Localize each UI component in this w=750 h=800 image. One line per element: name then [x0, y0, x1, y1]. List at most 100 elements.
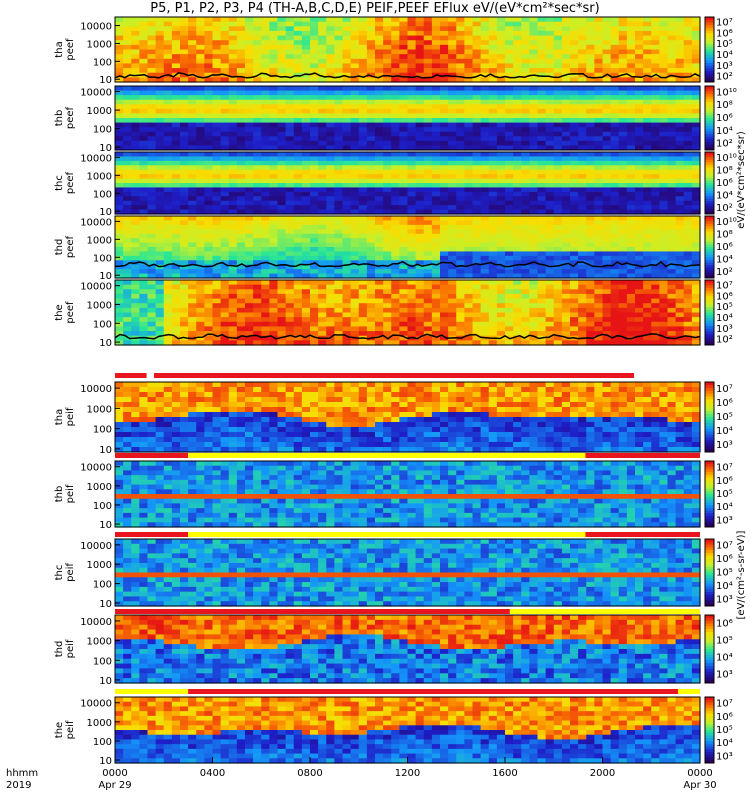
heatmap-cell [123, 118, 132, 123]
heatmap-cell [334, 269, 343, 274]
heatmap-cell [196, 86, 205, 91]
heatmap-cell [269, 234, 278, 239]
heatmap-cell [188, 104, 197, 109]
heatmap-cell [513, 205, 522, 210]
heatmap-cell [529, 256, 538, 261]
heatmap-cell [221, 183, 230, 188]
heatmap-cell [562, 196, 571, 201]
heatmap-cell [261, 109, 270, 114]
heatmap-cell [180, 127, 189, 132]
heatmap-cell [538, 100, 547, 105]
heatmap-cell [578, 136, 587, 141]
heatmap-cell [367, 132, 376, 137]
heatmap-cell [464, 50, 473, 55]
heatmap-cell [391, 104, 400, 109]
heatmap-cell [586, 251, 595, 256]
heatmap-cell [668, 225, 677, 230]
heatmap-cell [619, 136, 628, 141]
heatmap-cell [611, 31, 620, 36]
heatmap-cell [684, 260, 693, 265]
ylabel-line: thb [54, 110, 65, 127]
heatmap-cell [213, 308, 222, 313]
heatmap-cell [570, 50, 579, 55]
heatmap-cell [261, 187, 270, 192]
heatmap-cell [513, 192, 522, 197]
heatmap-cell [432, 322, 441, 327]
heatmap-cell [586, 238, 595, 243]
heatmap-cell [351, 322, 360, 327]
heatmap-cell [375, 243, 384, 248]
heatmap-cell [497, 280, 506, 285]
heatmap-cell [245, 196, 254, 201]
heatmap-cell [294, 161, 303, 166]
heatmap-cell [115, 113, 124, 118]
heatmap-cell [359, 152, 368, 157]
heatmap-cell [343, 294, 352, 299]
heatmap-cell [635, 59, 644, 64]
heatmap-cell [351, 59, 360, 64]
heatmap-cell [424, 205, 433, 210]
heatmap-cell [684, 50, 693, 55]
colorbar-tick-label: 10⁴ [716, 254, 733, 265]
heatmap-cell [424, 68, 433, 73]
heatmap-cell [351, 216, 360, 221]
heatmap-cell [473, 22, 482, 27]
heatmap-cell [481, 165, 490, 170]
heatmap-cell [131, 109, 140, 114]
heatmap-cell [148, 36, 157, 41]
heatmap-cell [253, 91, 262, 96]
heatmap-cell [424, 113, 433, 118]
heatmap-cell [229, 225, 238, 230]
heatmap-cell [164, 303, 173, 308]
heatmap-cell [123, 308, 132, 313]
heatmap-cell [294, 118, 303, 123]
heatmap-cell [245, 220, 254, 225]
heatmap-cell [692, 136, 701, 141]
heatmap-cell [229, 326, 238, 331]
heatmap-cell [318, 152, 327, 157]
heatmap-cell [253, 285, 262, 290]
heatmap-cell [229, 113, 238, 118]
heatmap-cell [489, 54, 498, 59]
colorbar-tick-label: 10⁶ [716, 28, 733, 39]
heatmap-cell [131, 229, 140, 234]
heatmap-cell [123, 109, 132, 114]
heatmap-cell [375, 104, 384, 109]
heatmap-cell [359, 265, 368, 270]
heatmap-cell [180, 238, 189, 243]
heatmap-cell [164, 17, 173, 22]
heatmap-cell [513, 251, 522, 256]
heatmap-cell [286, 161, 295, 166]
heatmap-cell [351, 234, 360, 239]
heatmap-cell [318, 313, 327, 318]
heatmap-cell [464, 201, 473, 206]
heatmap-cell [302, 95, 311, 100]
heatmap-cell [351, 123, 360, 128]
heatmap-cell [245, 294, 254, 299]
heatmap-cell [351, 118, 360, 123]
heatmap-cell [326, 45, 335, 50]
heatmap-cell [204, 313, 213, 318]
heatmap-cell [497, 170, 506, 175]
heatmap-cell [383, 243, 392, 248]
heatmap-cell [676, 243, 685, 248]
heatmap-cell [659, 45, 668, 50]
heatmap-cell [554, 326, 563, 331]
ylabel-line: peef [65, 106, 76, 129]
heatmap-cell [408, 91, 417, 96]
panel-ylabel: thcpeef [54, 171, 76, 194]
heatmap-cell [375, 170, 384, 175]
heatmap-cell [351, 269, 360, 274]
heatmap-cell [302, 313, 311, 318]
heatmap-cell [237, 59, 246, 64]
heatmap-cell [213, 256, 222, 261]
heatmap-cell [310, 294, 319, 299]
heatmap-cell [627, 196, 636, 201]
heatmap-cell [115, 100, 124, 105]
heatmap-cell [123, 26, 132, 31]
heatmap-cell [473, 220, 482, 225]
heatmap-cell [668, 161, 677, 166]
heatmap-cell [529, 22, 538, 27]
heatmap-cell [237, 95, 246, 100]
heatmap-cell [586, 196, 595, 201]
